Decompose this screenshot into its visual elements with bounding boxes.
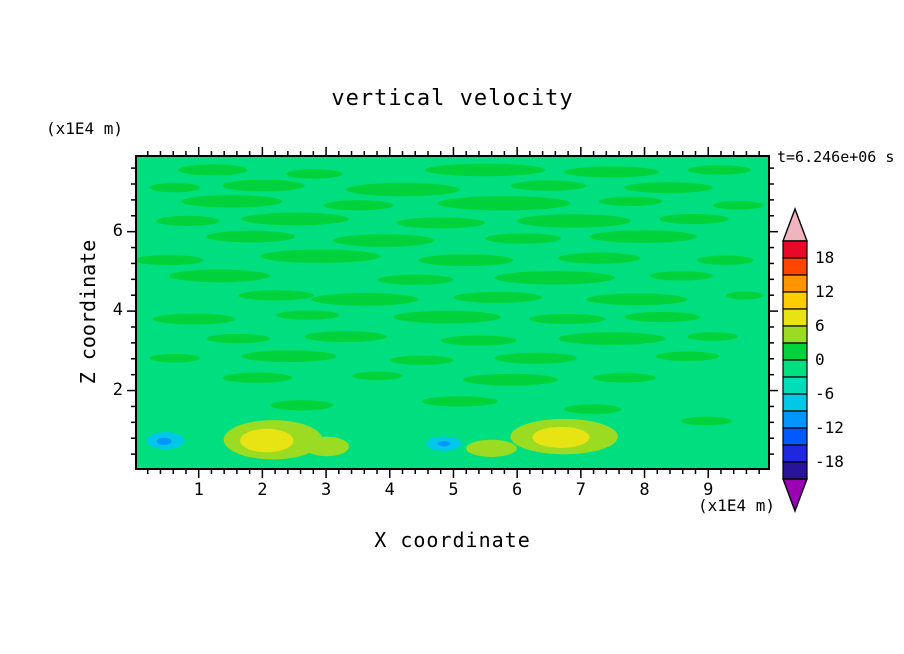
x-tick-label: 8 (639, 480, 650, 500)
colorbar-tick-label: -12 (815, 418, 844, 437)
x-tick-label: 1 (193, 480, 204, 500)
colorbar-tick-label: 0 (815, 350, 825, 369)
y-tick-label: 4 (112, 300, 123, 321)
plot-area (135, 155, 770, 470)
colorbar-tick-label: -6 (815, 384, 834, 403)
colorbar-tick-label: 12 (815, 282, 834, 301)
chart-title: vertical velocity (331, 86, 574, 111)
y-tick-label: 2 (112, 379, 123, 400)
colorbar-tick-label: 18 (815, 248, 834, 267)
y-tick-label: 6 (112, 220, 123, 241)
x-tick-label: 3 (320, 480, 332, 500)
x-axis-title: X coordinate (374, 528, 531, 552)
contour-field (137, 157, 768, 468)
x-tick-label: 9 (703, 480, 714, 500)
x-tick-label: 5 (448, 480, 459, 500)
colorbar: 18 12 6 0 -6 -12 -18 (781, 207, 844, 513)
colorbar-tick-label: 6 (815, 316, 825, 335)
x-tick-label: 7 (575, 480, 586, 500)
x-tick-label: 4 (384, 480, 395, 500)
x-axis-unit-label: (x1E4 m) (697, 496, 775, 515)
x-tick-label: 2 (257, 480, 268, 500)
x-tick-label: 6 (512, 480, 523, 500)
time-annotation: t=6.246e+06 s (777, 148, 895, 166)
colorbar-tick-label: -18 (815, 452, 844, 471)
y-axis-unit-label: (x1E4 m) (46, 119, 124, 138)
